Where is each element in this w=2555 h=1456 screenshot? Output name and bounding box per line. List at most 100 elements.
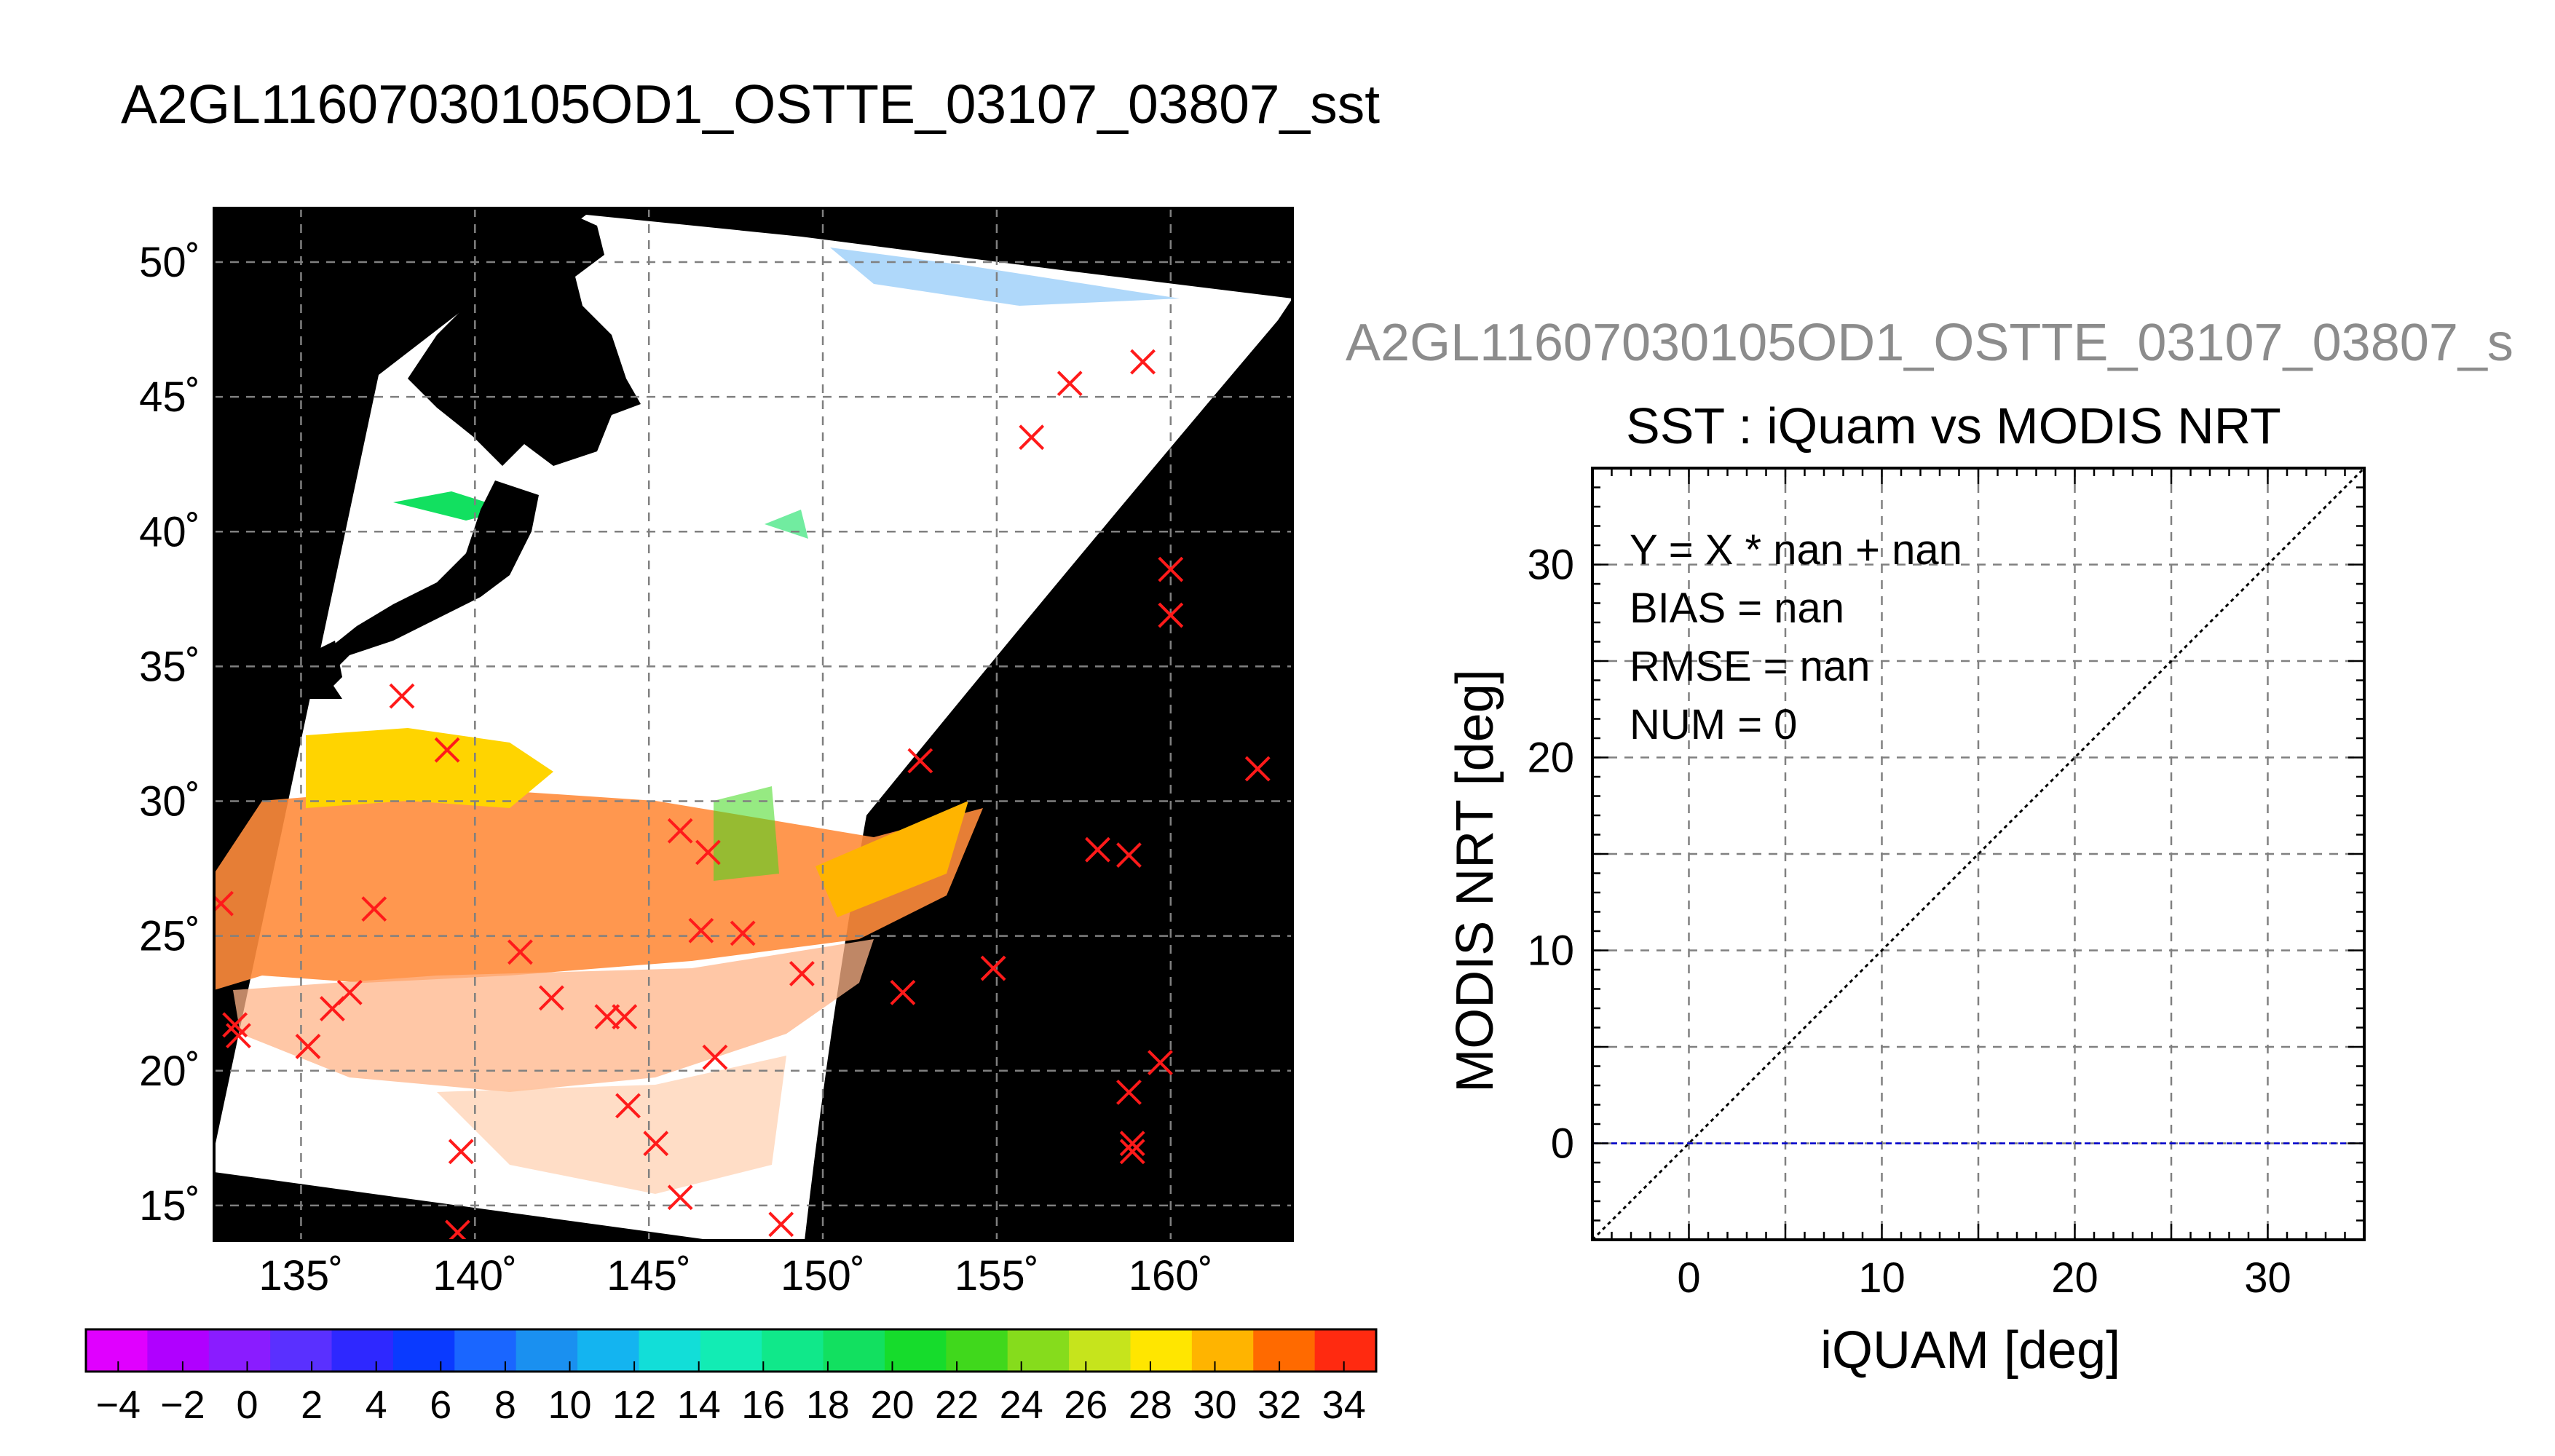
y-tick-label: 0 [1551,1120,1574,1168]
x-tick-label: 10 [1858,1254,1906,1302]
colorbar-swatch [1314,1329,1377,1372]
colorbar-tick-label: 12 [612,1383,656,1427]
lat-tick-label: 45˚ [139,373,200,421]
iquam-marker [1158,556,1184,582]
iquam-marker [643,1131,669,1157]
map-gridlines [214,208,1292,1241]
x-tick-label: 30 [2244,1254,2291,1302]
fit-equation: Y = X * nan + nan [1630,526,1962,574]
colorbar-swatch [1130,1329,1193,1372]
y-tick-label: 20 [1527,735,1574,782]
iquam-marker [890,979,916,1005]
y-tick-label: 10 [1527,927,1574,975]
colorbar-swatch [86,1329,149,1372]
bias-stat: BIAS = nan [1630,585,1845,632]
colorbar-swatch [884,1329,947,1372]
iquam-marker [667,1184,693,1211]
iquam-marker [538,985,564,1011]
colorbar-frame [84,1328,1378,1373]
colorbar-swatch [1007,1329,1070,1372]
colorbar-swatch [331,1329,394,1372]
colorbar-swatch [1253,1329,1316,1372]
colorbar-swatch [270,1329,333,1372]
lat-tick-label: 35˚ [139,643,200,690]
sst-warm-band [214,786,983,990]
iquam-marker [615,1093,641,1119]
colorbar-tick-label: 6 [430,1383,451,1427]
lat-tick-label: 40˚ [139,508,200,555]
x-tick-label: 20 [2051,1254,2098,1302]
iquam-marker [688,917,714,943]
iquam-marker [768,1211,794,1238]
iquam-marker [214,890,234,917]
colorbar-swatch [208,1329,272,1372]
lat-tick-label: 30˚ [139,778,200,826]
iquam-marker [1116,1079,1142,1105]
colorbar-tick-label: −2 [160,1383,205,1427]
iquam-marker [434,737,460,763]
lat-tick-label: 25˚ [139,913,200,960]
colorbar-tick-label: 24 [1000,1383,1043,1427]
iquam-markers [214,349,1271,1241]
iquam-marker [1119,1131,1145,1157]
scatter-ticks: 0 10 20 30 0 10 20 30 [1527,467,2366,1302]
lon-tick-label: 145˚ [607,1252,691,1299]
lon-tick-label: 150˚ [781,1252,865,1299]
colorbar-swatch [1069,1329,1132,1372]
colorbar-tick-label: 4 [366,1383,387,1427]
map-axis-labels: 135˚ 140˚ 145˚ 150˚ 155˚ 160˚ 50˚ 45˚ 40˚ 35˚ 30˚ 2… [139,239,1213,1299]
colorbar-swatch [147,1329,210,1372]
iquam-marker [1119,1139,1145,1165]
lat-tick-label: 15˚ [139,1182,200,1230]
iquam-marker [1244,756,1271,782]
map-frame [213,207,1294,1242]
lat-tick-label: 50˚ [139,239,200,286]
scatter-ylabel: MODIS NRT [deg] [1446,669,1504,1093]
lon-tick-label: 140˚ [433,1252,517,1299]
scatter-title: SST : iQuam vs MODIS NRT [1626,397,2281,454]
scatter-xlabel: iQUAM [deg] [1820,1321,2121,1380]
land-honshu [306,480,539,699]
x-tick-label: 0 [1677,1254,1700,1302]
scatter-filename: A2GL11607030105OD1_OSTTE_03107_03807_s [1346,314,2513,372]
colorbar-tick-label: 22 [935,1383,979,1427]
colorbar-tick-label: 26 [1064,1383,1107,1427]
colorbar-swatch [392,1329,456,1372]
y-tick-label: 30 [1527,542,1574,589]
lon-tick-label: 155˚ [955,1252,1039,1299]
colorbar-tick-label: 8 [494,1383,516,1427]
colorbar-tick-label: 18 [806,1383,850,1427]
colorbar-tick-label: 2 [301,1383,323,1427]
colorbar-tick-label: 34 [1322,1383,1366,1427]
iquam-marker [695,839,721,866]
iquam-marker [1158,602,1184,628]
lat-tick-label: 20˚ [139,1048,200,1095]
iquam-marker [980,955,1006,981]
iquam-marker [730,920,756,946]
colorbar-tick-label: 20 [870,1383,914,1427]
iquam-marker [295,1034,321,1059]
land-kyushu [299,641,342,699]
iquam-marker [226,1023,251,1049]
colorbar-tick-label: 32 [1257,1383,1301,1427]
iquam-marker [507,939,533,965]
iquam-marker [1130,349,1156,375]
iquam-marker [789,961,815,986]
colorbar-tick-label: 10 [548,1383,591,1427]
iquam-marker [361,896,387,922]
iquam-marker [1116,842,1142,868]
iquam-marker [389,683,415,709]
iquam-marker [1019,424,1045,451]
num-stat: NUM = 0 [1630,701,1798,748]
colorbar-tick-label: 0 [236,1383,258,1427]
lon-tick-label: 160˚ [1129,1252,1213,1299]
colorbar-tick-label: −4 [96,1383,141,1427]
sst-green-patch-2 [714,786,779,881]
sst-blue-patch [830,248,1180,306]
iquam-marker [702,1044,728,1070]
colorbar-swatch [823,1329,885,1372]
colorbar-swatch [516,1329,579,1372]
iquam-marker [1057,371,1083,397]
colorbar-tick-label: 30 [1193,1383,1236,1427]
